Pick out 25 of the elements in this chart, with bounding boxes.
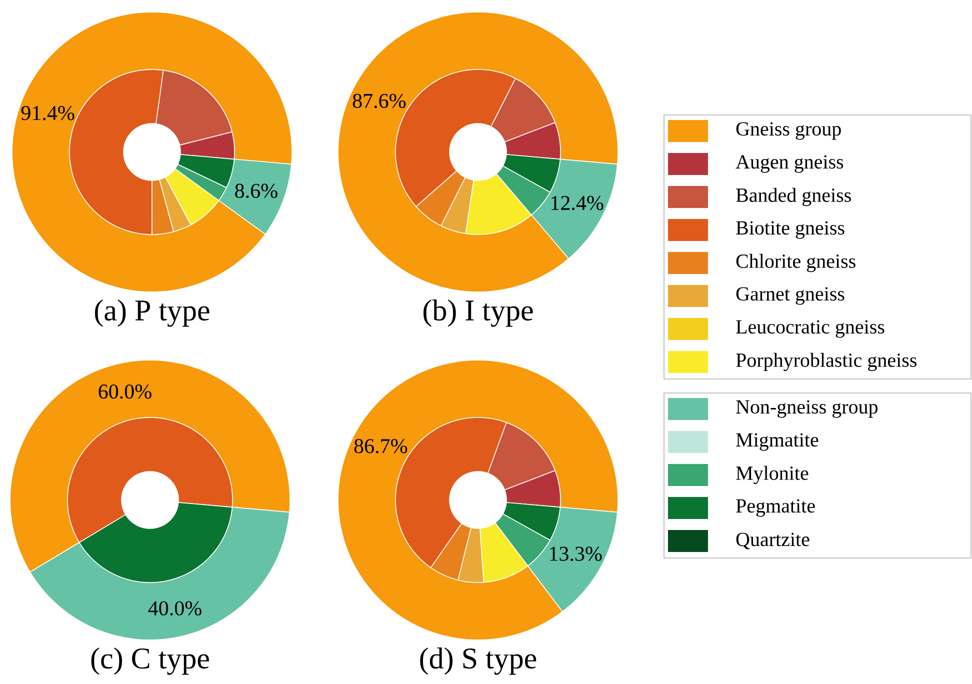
text: (a) P type [95,300,210,327]
legend-label: Non-gneiss group [736,400,878,418]
legend-label: Garnet gneiss [736,287,844,305]
legend-label: Porphyroblastic gneiss [736,352,916,372]
data-label: 8.6% [235,184,278,198]
data-label: 60.0% [98,384,152,399]
legend-label: Mylonite [736,466,808,484]
text: (b) I type [424,300,533,327]
data-label: 86.7% [354,439,408,454]
legend-label: Migmatite [736,433,818,451]
data-label: 87.6% [352,94,406,108]
legend-label: Quartzite [736,532,810,550]
legend-label: Leucocratic gneiss [736,320,884,338]
data-label: 91.4% [21,106,74,120]
legend-label: Pegmatite [736,499,815,517]
legend-label: Chlorite gneiss [736,254,856,272]
legend-label: Biotite gneiss [736,221,844,239]
legend-label: Gneiss group [736,122,841,140]
legend-label: Banded gneiss [736,188,851,206]
data-label: 13.3% [550,546,602,561]
text: (d) S type [420,648,536,675]
data-label: 12.4% [552,196,604,210]
text: (c) C type [91,648,209,675]
data-label: 40.0% [148,601,202,616]
legend-label: Augen gneiss [736,155,844,173]
